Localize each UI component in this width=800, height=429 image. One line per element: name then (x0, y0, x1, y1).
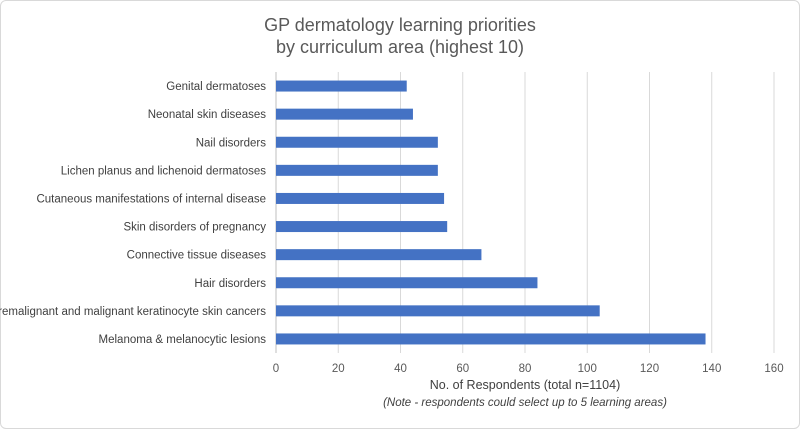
bar-9 (276, 333, 706, 345)
category-label-3: Lichen planus and lichenoid dermatoses (61, 165, 266, 177)
bar-4 (276, 192, 445, 204)
bar-3 (276, 164, 438, 176)
x-tick-label-0: 0 (273, 363, 279, 375)
x-tick-label-40: 40 (394, 363, 407, 375)
category-label-6: Connective tissue diseases (127, 250, 267, 262)
bar-6 (276, 249, 482, 261)
bar-5 (276, 221, 448, 233)
x-tick-label-80: 80 (519, 363, 532, 375)
x-tick-label-100: 100 (578, 363, 597, 375)
category-label-8: Premalignant and malignant keratinocyte … (0, 306, 266, 318)
x-tick-label-20: 20 (332, 363, 345, 375)
bar-0 (276, 80, 407, 92)
category-label-4: Cutaneous manifestations of internal dis… (36, 193, 266, 205)
category-label-5: Skin disorders of pregnancy (123, 222, 266, 234)
x-tick-label-120: 120 (640, 363, 659, 375)
x-axis-label: No. of Respondents (total n=1104) (429, 378, 621, 392)
bar-7 (276, 277, 538, 289)
category-label-1: Neonatal skin diseases (148, 109, 267, 121)
category-label-9: Melanoma & melanocytic lesions (99, 334, 267, 346)
category-label-7: Hair disorders (194, 278, 266, 290)
x-tick-label-140: 140 (702, 363, 721, 375)
bar-2 (276, 136, 438, 148)
chart-title-line-1: GP dermatology learning priorities (264, 15, 536, 35)
chart-note: (Note - respondents could select up to 5… (383, 397, 667, 409)
category-label-2: Nail disorders (196, 137, 267, 149)
bar-8 (276, 305, 600, 317)
category-label-0: Genital dermatoses (166, 81, 266, 93)
chart-title-line-2: by curriculum area (highest 10) (275, 37, 525, 57)
x-tick-label-60: 60 (456, 363, 469, 375)
x-tick-label-160: 160 (764, 363, 783, 375)
bar-1 (276, 108, 413, 120)
